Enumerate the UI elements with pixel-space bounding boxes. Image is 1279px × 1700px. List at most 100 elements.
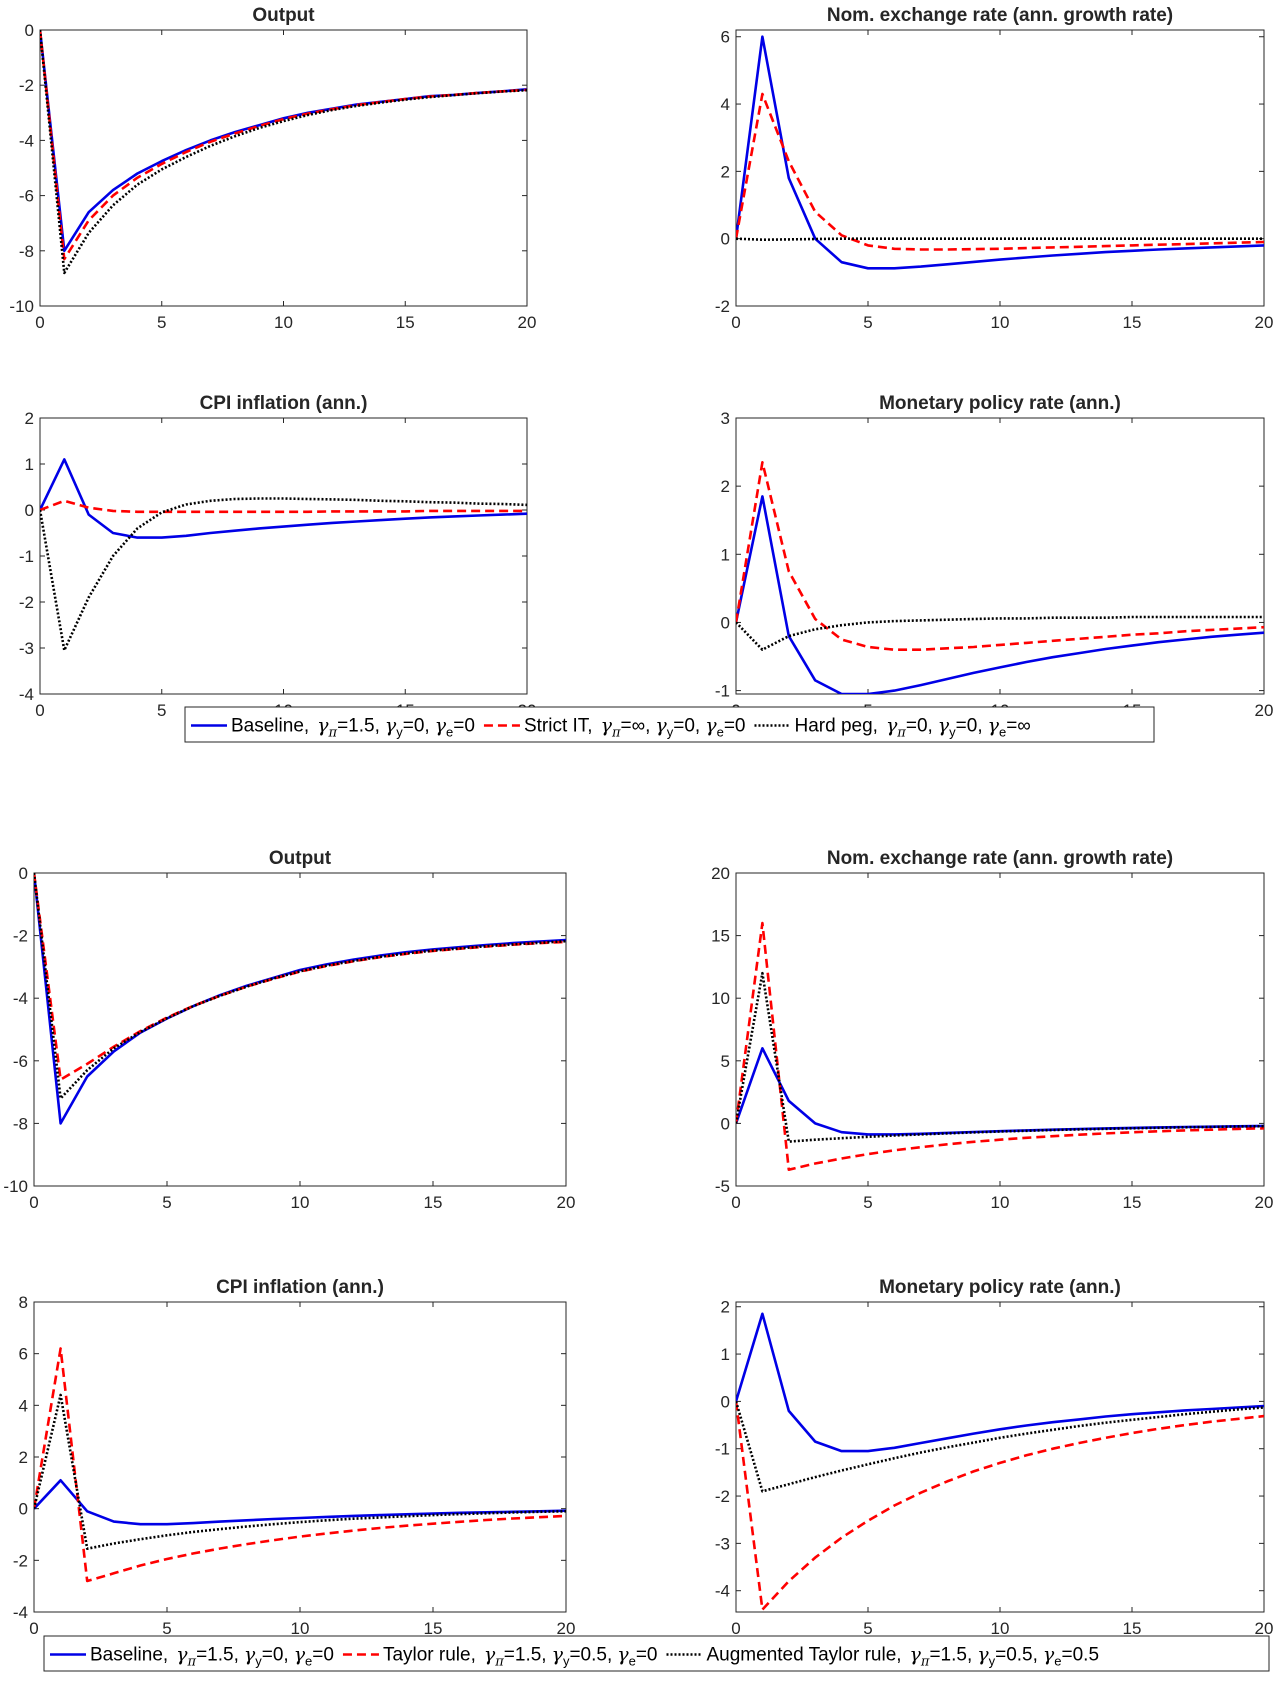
y-tick-label: 20	[711, 864, 730, 883]
series-line-alt1	[34, 1347, 566, 1583]
series-line-baseline	[40, 458, 527, 539]
y-tick-label: 2	[721, 162, 730, 181]
legend-gamma-symbol: γ	[552, 1644, 564, 1666]
legend-param-subscript: y	[563, 1654, 570, 1669]
y-tick-label: 8	[19, 1293, 28, 1312]
x-tick-label: 0	[29, 1619, 38, 1638]
x-tick-label: 20	[1255, 701, 1274, 720]
y-tick-label: -3	[715, 1534, 730, 1553]
legend-param-value: =0.5,	[995, 1645, 1038, 1666]
y-tick-label: 0	[721, 1392, 730, 1411]
y-tick-label: -10	[3, 1177, 28, 1196]
chart-title: CPI inflation (ann.)	[216, 1277, 384, 1298]
x-tick-label: 0	[731, 1193, 740, 1212]
series-line-alt2	[40, 30, 527, 275]
series-line-alt1	[736, 92, 1264, 251]
x-tick-label: 15	[1123, 1619, 1142, 1638]
y-tick-label: 2	[19, 1448, 28, 1467]
legend-param-value: =0	[724, 716, 746, 737]
y-tick-label: -4	[19, 685, 34, 704]
x-tick-label: 20	[557, 1193, 576, 1212]
legend-param-subscript: e	[305, 1654, 312, 1669]
x-tick-label: 5	[863, 1619, 872, 1638]
legend-label: Taylor rule,	[383, 1645, 476, 1666]
legend-param-subscript: e	[999, 725, 1006, 740]
x-tick-label: 0	[35, 313, 44, 332]
legend-label: Baseline,	[90, 1645, 168, 1666]
plot-area	[735, 417, 1265, 695]
x-tick-label: 10	[991, 313, 1010, 332]
x-tick-label: 15	[1123, 313, 1142, 332]
x-tick-label: 10	[274, 313, 293, 332]
legend-param-subscript: y	[396, 725, 403, 740]
legend-label: Hard peg,	[794, 716, 877, 737]
legend-box	[184, 706, 1155, 743]
legend-gamma-symbol: γ	[244, 1644, 256, 1666]
legend-param-subscript: π	[187, 1655, 197, 1670]
y-tick-label: -4	[13, 989, 28, 1008]
y-tick-label: 1	[25, 455, 34, 474]
series-line-alt2	[736, 1401, 1264, 1493]
x-tick-label: 15	[424, 1193, 443, 1212]
legend-param-subscript: π	[611, 726, 621, 741]
y-tick-label: 3	[721, 409, 730, 428]
y-tick-label: 10	[711, 989, 730, 1008]
series-line-alt1	[40, 499, 527, 514]
y-tick-label: -4	[19, 131, 34, 150]
series-line-baseline	[736, 35, 1264, 270]
legend-gamma-symbol: γ	[886, 715, 898, 737]
legend-param-value: =0.5,	[569, 1645, 612, 1666]
y-tick-label: -2	[715, 297, 730, 316]
y-tick-label: -6	[19, 187, 34, 206]
x-tick-label: 5	[863, 313, 872, 332]
legend-gamma-symbol: γ	[938, 715, 950, 737]
y-tick-label: -2	[19, 593, 34, 612]
chart-title: Monetary policy rate (ann.)	[879, 393, 1121, 414]
legend-gamma-symbol: γ	[385, 715, 397, 737]
legend-param-subscript: π	[896, 726, 906, 741]
chart-title: Output	[269, 848, 332, 869]
y-tick-label: -2	[13, 927, 28, 946]
y-tick-label: -2	[715, 1487, 730, 1506]
series-line-alt2	[40, 497, 527, 652]
legend-gamma-symbol: γ	[176, 1644, 188, 1666]
x-tick-label: 10	[291, 1193, 310, 1212]
x-tick-label: 0	[35, 701, 44, 720]
legend-param-value: =1.5,	[504, 1645, 547, 1666]
plot-area	[735, 1301, 1265, 1613]
x-tick-label: 5	[157, 313, 166, 332]
y-tick-label: 0	[25, 21, 34, 40]
series-line-alt1	[736, 1401, 1264, 1611]
legend-param-value: =1.5,	[196, 1645, 239, 1666]
legend-gamma-symbol: γ	[484, 1644, 496, 1666]
legend-param-value: =0	[453, 716, 475, 737]
series-line-alt2	[736, 237, 1264, 241]
y-tick-label: 0	[721, 230, 730, 249]
y-tick-label: -6	[13, 1052, 28, 1071]
legend-gamma-symbol: γ	[294, 1644, 306, 1666]
legend-gamma-symbol: γ	[910, 1644, 922, 1666]
legend-param-value: =0.5	[1062, 1645, 1100, 1666]
chart-1: 0 5 10 15 20 0 -2 -4 -6 -8 -10 Output	[9, 5, 536, 332]
legend-param-subscript: π	[328, 726, 338, 741]
y-tick-label: -8	[13, 1114, 28, 1133]
legend-gamma-symbol: γ	[601, 715, 613, 737]
y-tick-label: 4	[19, 1396, 28, 1415]
chart-5: 0 5 10 15 20 0 -2 -4 -6 -8 -10 Output	[3, 848, 575, 1212]
series-line-alt1	[736, 460, 1264, 652]
y-tick-label: 0	[19, 1500, 28, 1519]
legend-param-subscript: e	[1054, 1654, 1061, 1669]
plot-area	[33, 872, 567, 1187]
legend-param-value: =1.5,	[929, 1645, 972, 1666]
chart-title: Nom. exchange rate (ann. growth rate)	[827, 848, 1173, 869]
legend-label: Augmented Taylor rule,	[707, 1645, 902, 1666]
y-tick-label: 0	[19, 864, 28, 883]
legend-param-value: =0,	[956, 716, 983, 737]
legend-param-subscript: y	[255, 1654, 262, 1669]
y-tick-label: 1	[721, 1345, 730, 1364]
y-tick-label: -1	[715, 1440, 730, 1459]
